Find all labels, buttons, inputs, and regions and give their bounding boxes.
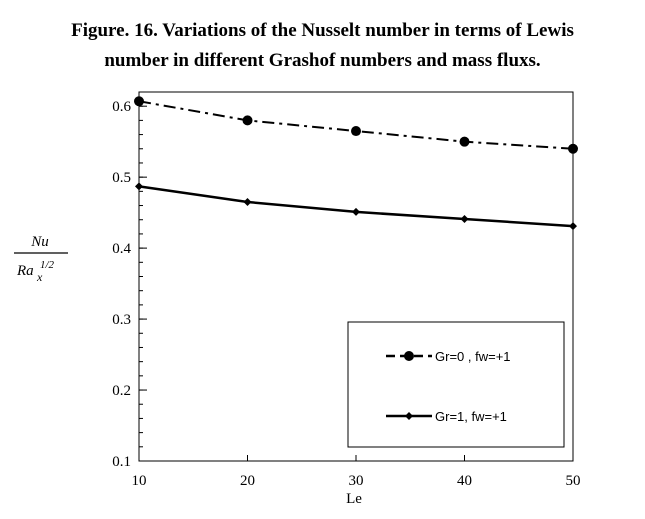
data-point xyxy=(134,96,144,107)
y-label-denominator: Ra xyxy=(16,263,34,279)
legend-label: Gr=1, fw=+1 xyxy=(435,409,507,424)
legend-label: Gr=0 , fw=+1 xyxy=(435,349,511,364)
x-tick-label: 30 xyxy=(349,473,364,489)
series-layer xyxy=(134,96,578,231)
x-tick-label: 50 xyxy=(566,473,581,489)
data-point xyxy=(459,136,470,147)
y-tick-label: 0.3 xyxy=(112,312,131,328)
y-tick-label: 0.5 xyxy=(112,170,131,186)
data-point xyxy=(460,215,469,224)
data-point xyxy=(243,197,252,206)
y-tick-label: 0.2 xyxy=(112,383,131,399)
y-label-numerator: Nu xyxy=(30,234,49,250)
axes: 0.1 0.2 0.3 0.4 0.5 0.6 10 20 30 40 50 Le xyxy=(112,91,581,507)
y-label-subscript: x xyxy=(36,270,43,284)
figure-caption: Figure. 16. Variations of the Nusselt nu… xyxy=(0,16,645,76)
legend-entry-1: Gr=0 , fw=+1 xyxy=(386,349,511,364)
data-point xyxy=(135,182,143,191)
y-axis-label: Nu Ra x1/2 xyxy=(14,234,68,284)
x-tick-label: 40 xyxy=(457,473,472,489)
y-tick-label: 0.6 xyxy=(112,99,131,115)
y-tick-label: 0.4 xyxy=(112,241,131,257)
data-point xyxy=(569,222,577,231)
caption-line-2: number in different Grashof numbers and … xyxy=(104,50,541,71)
legend-box xyxy=(347,321,565,448)
series-2 xyxy=(135,182,577,231)
data-point xyxy=(352,207,360,216)
caption-line-1: Figure. 16. Variations of the Nusselt nu… xyxy=(71,20,574,41)
legend-entry-2: Gr=1, fw=+1 xyxy=(386,409,507,424)
y-tick-label: 0.1 xyxy=(112,454,131,470)
legend-marker xyxy=(404,351,414,361)
series-line xyxy=(138,100,574,150)
y-label-superscript: 1/2 xyxy=(40,259,55,271)
legend-marker xyxy=(405,412,413,420)
data-point xyxy=(568,143,578,154)
series-line xyxy=(138,185,574,228)
series-1 xyxy=(134,96,578,154)
x-axis-label: Le xyxy=(346,491,362,507)
x-tick-label: 10 xyxy=(132,473,147,489)
data-point xyxy=(351,126,361,137)
x-tick-label: 20 xyxy=(240,473,255,489)
data-point xyxy=(242,115,253,126)
legend: Gr=0 , fw=+1 Gr=1, fw=+1 xyxy=(347,321,565,448)
